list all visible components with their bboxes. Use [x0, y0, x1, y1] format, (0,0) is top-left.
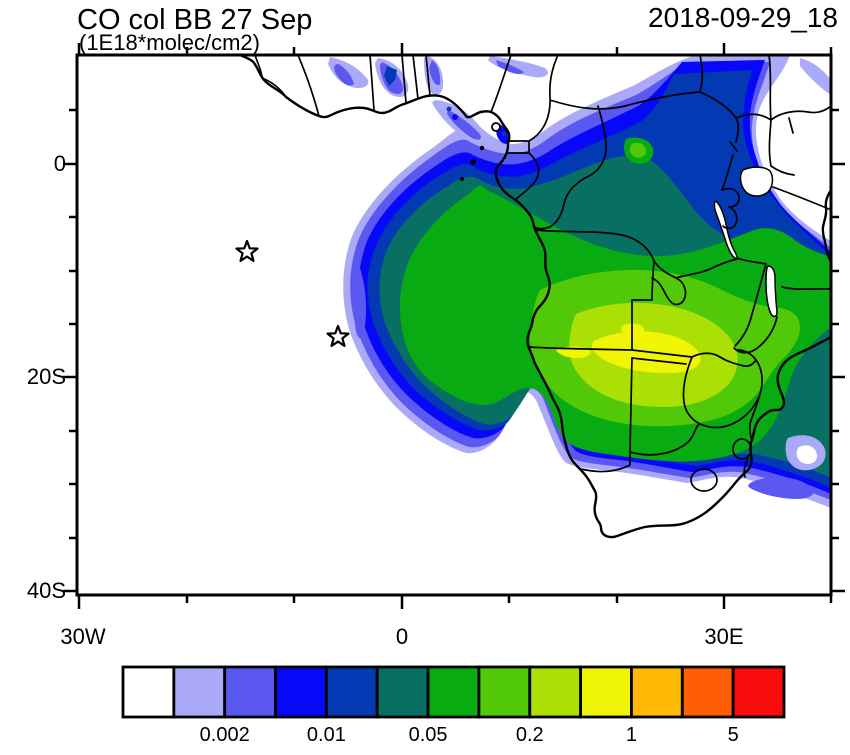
map-area	[77, 55, 831, 595]
swaziland-border	[732, 438, 752, 460]
plume-detail	[452, 114, 458, 120]
plume-detail	[354, 268, 367, 339]
sao-tome-island	[470, 159, 476, 165]
colorbar-label: 1	[626, 724, 637, 746]
plume-detail	[446, 106, 452, 112]
star-marker-ascension	[235, 239, 259, 262]
colorbar-cell	[680, 665, 735, 719]
plume-detail	[501, 131, 507, 137]
plot-title: CO col BB 27 Sep	[77, 4, 312, 36]
colorbar-label: 0.01	[307, 724, 346, 746]
colorbar-cell	[426, 665, 481, 719]
colorbar-cell	[223, 665, 277, 719]
colorbar-cell	[528, 665, 583, 719]
plume-patch	[429, 60, 441, 86]
colorbar-label: 0.002	[200, 724, 250, 746]
colorbar-cell	[324, 665, 379, 719]
colorbar-labels: 0.002 0.01 0.05 0.2 1 5	[200, 724, 739, 746]
channel-swirl	[796, 445, 818, 465]
y-tick-label: 0	[54, 151, 66, 176]
y-tick-label: 40S	[27, 578, 66, 603]
country-borders	[254, 55, 831, 478]
x-tick-label: 30W	[60, 624, 105, 649]
plume-detail	[384, 66, 397, 86]
colorbar-cell	[579, 665, 633, 719]
principe-island	[479, 145, 485, 151]
colorbar-cell	[630, 665, 684, 719]
timestamp-label: 2018-09-29_18	[648, 2, 838, 33]
lesotho-border	[690, 468, 718, 492]
lake-victoria	[739, 166, 774, 197]
x-tick-label: 30E	[704, 624, 743, 649]
lake-malawi	[765, 265, 778, 318]
colorbar-label: 0.05	[409, 724, 448, 746]
colorbar-cell	[375, 665, 430, 719]
plume-patch	[496, 60, 524, 75]
plume-patch	[800, 58, 831, 95]
star-marker-st-helena	[326, 324, 350, 347]
colorbar-label: 0.2	[516, 724, 544, 746]
axis-ticks	[63, 43, 845, 609]
colorbar	[121, 665, 786, 719]
lake-turkana	[788, 117, 794, 134]
colorbar-cell	[172, 665, 227, 719]
annobon-island	[460, 177, 464, 181]
y-tick-label: 20S	[27, 364, 66, 389]
colorbar-cell	[731, 665, 786, 719]
africa-coastline	[238, 55, 831, 539]
plume-patch	[488, 56, 548, 78]
units-label: (1E18*molec/cm2)	[79, 30, 260, 55]
bioko-island	[491, 122, 501, 132]
plume-patch	[334, 64, 354, 86]
colorbar-label: 5	[728, 724, 739, 746]
lake-albert	[729, 141, 738, 152]
x-tick-label: 0	[396, 624, 408, 649]
colorbar-cell	[274, 665, 328, 719]
colorbar-cell	[477, 665, 532, 719]
colorbar-cell	[121, 665, 176, 719]
channel-swirl	[748, 477, 814, 499]
plume-spot	[629, 142, 647, 158]
